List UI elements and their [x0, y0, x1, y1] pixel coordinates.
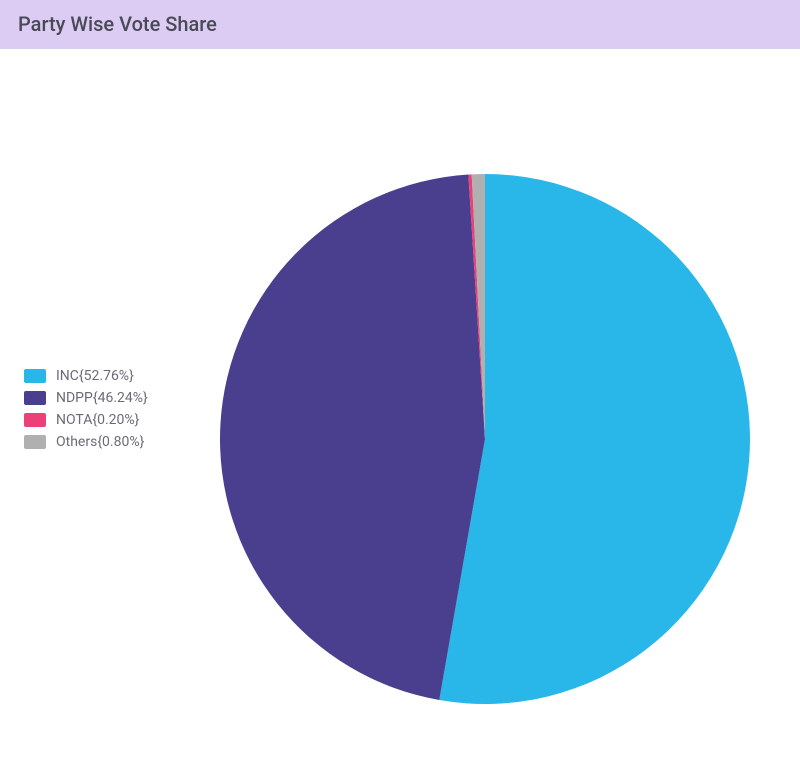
legend-label: INC{52.76%}	[56, 368, 134, 384]
legend: INC{52.76%} NDPP{46.24%} NOTA{0.20%} Others…	[24, 362, 148, 456]
legend-swatch	[24, 435, 46, 449]
pie-container	[220, 174, 750, 704]
legend-item[interactable]: Others{0.80%}	[24, 434, 148, 450]
chart-header: Party Wise Vote Share	[0, 0, 800, 49]
legend-item[interactable]: NDPP{46.24%}	[24, 390, 148, 406]
legend-swatch	[24, 391, 46, 405]
legend-swatch	[24, 369, 46, 383]
legend-item[interactable]: NOTA{0.20%}	[24, 412, 148, 428]
pie-slice-ndpp[interactable]	[220, 175, 485, 701]
legend-swatch	[24, 413, 46, 427]
pie-slice-inc[interactable]	[439, 174, 750, 704]
legend-label: NOTA{0.20%}	[56, 412, 139, 428]
pie-chart	[220, 174, 750, 704]
legend-label: NDPP{46.24%}	[56, 390, 148, 406]
legend-label: Others{0.80%}	[56, 434, 144, 450]
chart-title: Party Wise Vote Share	[18, 12, 217, 36]
legend-item[interactable]: INC{52.76%}	[24, 368, 148, 384]
chart-area: INC{52.76%} NDPP{46.24%} NOTA{0.20%} Others…	[0, 49, 800, 769]
